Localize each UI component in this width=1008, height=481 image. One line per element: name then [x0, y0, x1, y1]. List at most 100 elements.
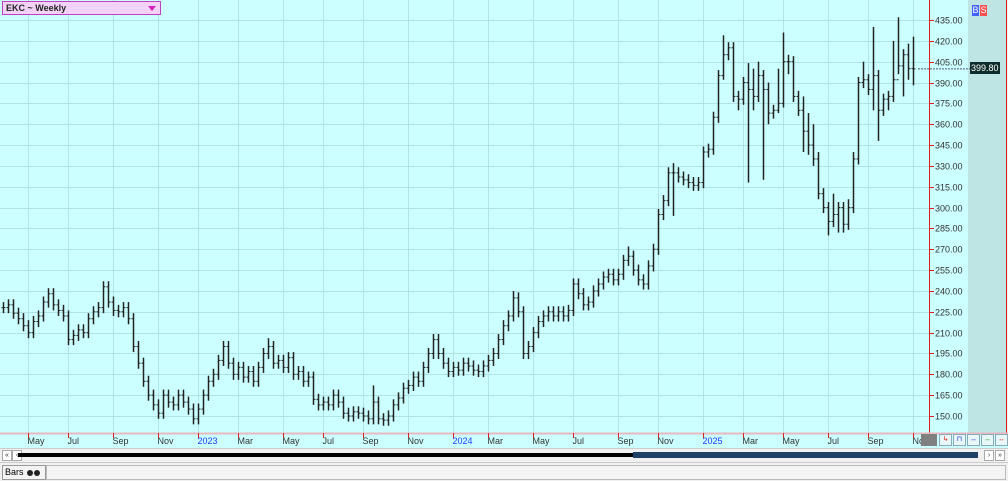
ohlc-bar: [46, 288, 51, 308]
ohlc-bar: [871, 26, 876, 111]
ohlc-bar: [371, 385, 376, 425]
ohlc-bar: [111, 296, 116, 316]
x-tick-label: Mar: [488, 436, 504, 446]
y-tick-label: 405.00: [935, 58, 963, 68]
ohlc-bar: [881, 93, 886, 116]
ohlc-bar: [896, 17, 901, 81]
x-axis-corner: [921, 434, 937, 446]
circle-icon: [27, 469, 34, 476]
ohlc-bar: [101, 281, 106, 314]
ohlc-bar: [86, 313, 91, 339]
ohlc-bar: [646, 260, 651, 290]
x-tick-label: Jul: [323, 436, 335, 446]
ohlc-bar: [166, 389, 171, 408]
dropdown-arrow-icon: [148, 6, 156, 11]
ohlc-bar: [526, 340, 531, 360]
ohlc-bar: [31, 315, 36, 339]
tool-button-5-icon[interactable]: ↔: [995, 434, 1008, 446]
x-tick-label: Sep: [113, 436, 129, 446]
ohlc-bar: [611, 268, 616, 286]
tool-button-4-icon[interactable]: ↔: [981, 434, 994, 446]
ohlc-bar: [201, 389, 206, 415]
y-tick-label: 390.00: [935, 79, 963, 89]
ohlc-bar: [241, 361, 246, 383]
ohlc-bar: [866, 74, 871, 96]
ohlc-bar: [566, 304, 571, 322]
ohlc-bar: [221, 340, 226, 366]
ohlc-bar: [226, 340, 231, 369]
ohlc-bar: [656, 208, 661, 255]
ohlc-bar: [16, 307, 21, 325]
y-tick-label: 255.00: [935, 266, 963, 276]
x-tick-label: May: [533, 436, 551, 446]
ohlc-bar: [681, 171, 686, 186]
tool-button-1-icon[interactable]: ↳: [939, 434, 952, 446]
tab-bars[interactable]: Bars: [2, 465, 46, 480]
ohlc-bar: [411, 371, 416, 391]
scroll-first-icon[interactable]: «: [2, 450, 12, 461]
ohlc-bar: [476, 364, 481, 378]
ohlc-bar: [776, 68, 781, 114]
x-axis-area: [0, 433, 1008, 448]
sell-button[interactable]: S: [980, 5, 987, 16]
ohlc-bar: [396, 392, 401, 411]
ohlc-bar: [836, 202, 841, 233]
ohlc-bar: [296, 365, 301, 380]
ohlc-bar: [436, 334, 441, 360]
ohlc-bar: [591, 285, 596, 308]
ohlc-bar: [1, 302, 6, 314]
x-tick-label: Jul: [68, 436, 80, 446]
ohlc-bar: [756, 61, 761, 102]
y-axis-ticks: 150.00 165.00 180.00 195.00 210.00 225.00 240.…: [918, 16, 970, 422]
ohlc-bar: [851, 152, 856, 214]
ohlc-bar: [586, 296, 591, 311]
ohlc-bar: [306, 371, 311, 387]
ohlc-bar: [301, 365, 306, 387]
ohlc-bar: [186, 396, 191, 415]
scroll-thumb[interactable]: [633, 452, 978, 458]
ohlc-bar: [356, 406, 361, 419]
ohlc-bar: [331, 389, 336, 411]
ohlc-bar: [886, 90, 891, 111]
scroll-right-icon[interactable]: ›: [984, 450, 994, 461]
ohlc-bar: [346, 407, 351, 422]
scroll-track[interactable]: [18, 453, 978, 457]
tool-button-3-icon[interactable]: ↔: [967, 434, 980, 446]
ohlc-bar: [316, 393, 321, 411]
last-price-tag: 399.80: [970, 62, 1000, 74]
price-bars: [1, 17, 916, 426]
ohlc-bar: [806, 113, 811, 155]
x-tick-label: Mar: [238, 436, 254, 446]
x-tick-label: 2023: [198, 436, 218, 446]
ohlc-bar: [471, 360, 476, 376]
ohlc-bar: [751, 68, 756, 111]
ohlc-bar: [216, 354, 221, 380]
scroll-last-icon[interactable]: »: [995, 450, 1005, 461]
tool-button-2-icon[interactable]: ⊓: [953, 434, 966, 446]
ohlc-bar: [831, 193, 836, 228]
price-chart[interactable]: 150.00 165.00 180.00 195.00 210.00 225.00 240.…: [0, 0, 1008, 448]
ohlc-bar: [196, 403, 201, 425]
time-scrollbar[interactable]: « ‹ › »: [0, 448, 1008, 462]
ohlc-bar: [541, 310, 546, 328]
buy-button[interactable]: B: [972, 5, 979, 16]
x-axis-ticks: May Jul Sep Nov 2023 Mar May Jul Sep Nov 2024 Mar Ma…: [28, 433, 929, 446]
x-tick-label: Sep: [868, 436, 884, 446]
ohlc-bar: [811, 124, 816, 166]
symbol-selector[interactable]: EKC ~ Weekly: [2, 1, 161, 15]
ohlc-bar: [146, 375, 151, 401]
ohlc-bar: [26, 320, 31, 339]
x-tick-label: Mar: [743, 436, 759, 446]
y-tick-label: 195.00: [935, 349, 963, 359]
ohlc-bar: [821, 188, 826, 214]
ohlc-bar: [816, 152, 821, 200]
ohlc-bar: [906, 43, 911, 80]
ohlc-bar: [311, 371, 316, 405]
ohlc-bar: [686, 174, 691, 189]
ohlc-bar: [66, 310, 71, 346]
ohlc-bar: [136, 340, 141, 369]
ohlc-bar: [726, 42, 731, 61]
ohlc-bar: [856, 76, 861, 165]
ohlc-bar: [911, 36, 916, 86]
y-tick-label: 285.00: [935, 224, 963, 234]
